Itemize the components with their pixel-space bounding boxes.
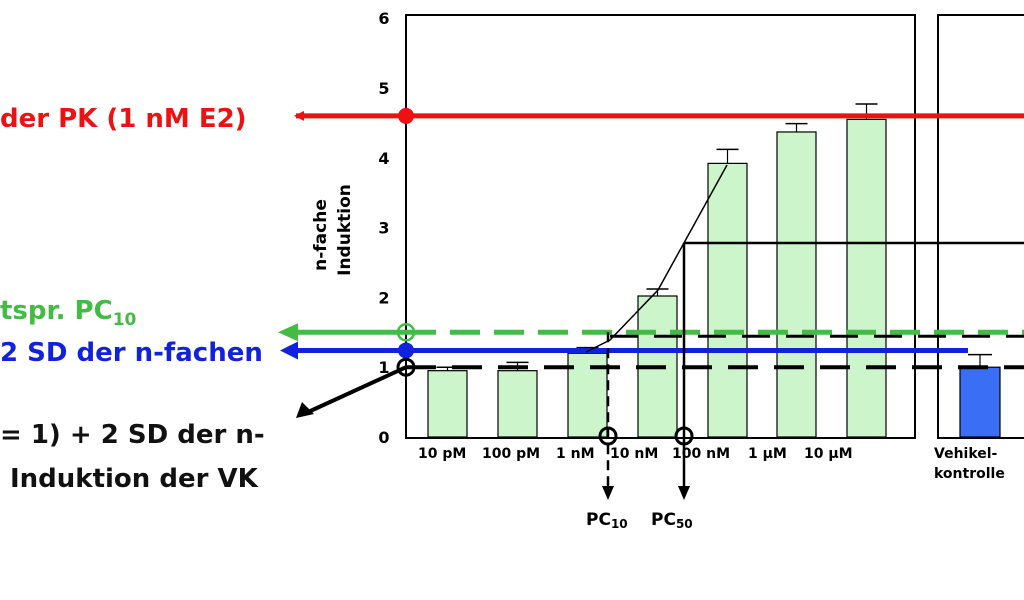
bar: [846, 118, 887, 438]
pc10-annotation-text: tspr. PC: [0, 296, 113, 326]
fit-curve: [585, 164, 728, 353]
x-tick-label: 10 nM: [610, 446, 658, 462]
y-axis-label-line2: Induktion: [335, 184, 355, 276]
y-tick-label: 3: [378, 219, 389, 238]
vk-marker-dot: [396, 357, 416, 377]
pc10-arrowhead: [278, 323, 298, 342]
pc50-marker-text: PC: [651, 510, 676, 530]
x-tick-label: 10 µM: [804, 446, 853, 462]
x-tick-label: 1 µM: [748, 446, 787, 462]
overlay-lines: [278, 107, 1024, 500]
y-tick-label: 1: [378, 358, 389, 377]
control-frame: [937, 14, 1024, 439]
pc10-annotation: tspr. PC10: [0, 296, 137, 330]
y-tick-label: 2: [378, 288, 389, 307]
pc10-marker-sub: 10: [611, 517, 628, 531]
pc50-arrowhead: [678, 486, 690, 500]
y-tick-labels: 0 1 2 3 4 5 6: [378, 9, 389, 447]
pc10-annotation-sub: 10: [113, 310, 137, 330]
pk-marker-dot: [398, 107, 414, 124]
sd-annotation: 2 SD der n-fachen: [0, 338, 263, 368]
pc50-marker-label: PC50: [651, 510, 693, 531]
pc10-marker-dot: [396, 323, 416, 342]
x-tick-labels: 10 pM 100 pM 1 nM 10 nM 100 nM 1 µM 10 µM: [418, 446, 853, 462]
y-tick-label: 4: [378, 149, 389, 168]
pc50-marker-sub: 50: [676, 517, 693, 531]
control-label-line1: Vehikel-: [934, 446, 998, 462]
pc10-axis-dot: [598, 426, 618, 446]
y-tick-label: 5: [378, 79, 389, 98]
control-label-line2: kontrolle: [934, 466, 1005, 482]
pc10-drop-arrowhead: [602, 486, 614, 500]
x-tick-label: 100 nM: [672, 446, 730, 462]
bar-series: [427, 103, 1001, 438]
y-axis-label-line1: n-fache: [311, 199, 331, 271]
x-tick-label: 1 nM: [556, 446, 595, 462]
bar: [427, 370, 468, 438]
pc10-marker-label: PC10: [586, 510, 628, 531]
x-tick-label: 10 pM: [418, 446, 466, 462]
control-bar: [959, 366, 1001, 438]
bar: [707, 162, 748, 438]
sd-marker-dot: [398, 342, 414, 359]
sd-arrowhead: [280, 341, 298, 360]
vk-arrowhead: [296, 402, 314, 418]
vk-diagonal-arrow: [305, 365, 407, 415]
pc50-axis-dot: [674, 426, 694, 446]
pk-annotation: der PK (1 nM E2): [0, 104, 247, 134]
plot-frame: [405, 14, 916, 439]
y-tick-label: 6: [378, 9, 389, 28]
vk-annotation-line2: Induktion der VK: [10, 464, 259, 494]
y-tick-label: 0: [378, 428, 389, 447]
vk-annotation-line1: = 1) + 2 SD der n-: [0, 420, 265, 450]
pc10-marker-text: PC: [586, 510, 611, 530]
x-tick-label: 100 pM: [482, 446, 540, 462]
bar: [497, 370, 538, 438]
bar: [776, 131, 817, 438]
